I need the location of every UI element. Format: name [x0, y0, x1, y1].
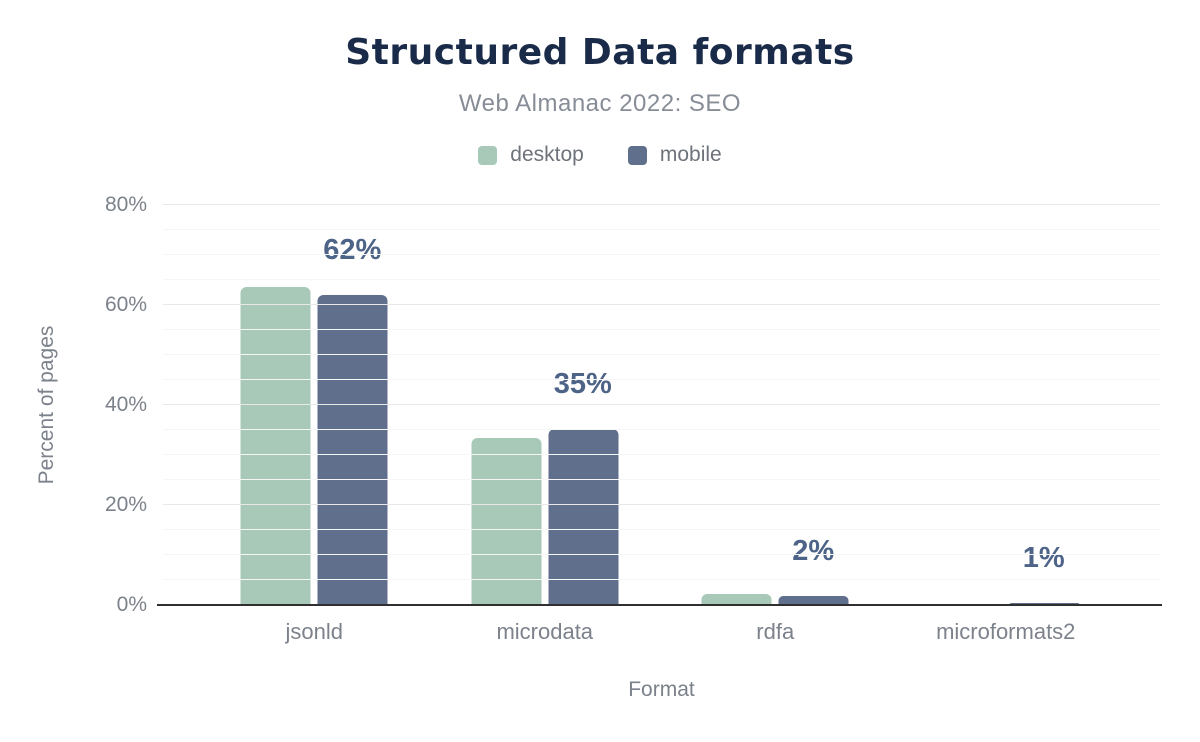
- bar-mobile-rdfa[interactable]: [778, 595, 849, 605]
- bar-group-microdata: [471, 428, 619, 605]
- bar-desktop-jsonld[interactable]: [240, 287, 311, 605]
- legend-item-desktop[interactable]: desktop: [478, 143, 584, 167]
- mobile-swatch-icon: [627, 145, 647, 165]
- gridline-major: [163, 304, 1160, 305]
- value-label-jsonld: 62%: [323, 234, 382, 266]
- plot-area: 62% jsonld 35% microdata 2% rdfa 1% microformat…: [105, 193, 1162, 644]
- y-tick-label: 80%: [104, 193, 147, 216]
- legend: desktop mobile: [0, 143, 1200, 167]
- value-label-microdata: 35%: [553, 367, 612, 400]
- legend-item-mobile[interactable]: mobile: [627, 143, 722, 167]
- gridline-minor: [163, 354, 1160, 355]
- gridline-major: [163, 504, 1160, 505]
- x-tick-jsonld: jsonld: [285, 619, 343, 644]
- gridline-minor: [163, 454, 1160, 455]
- bar-group-rdfa: [701, 593, 849, 605]
- gridline-minor: [163, 529, 1160, 530]
- y-tick-label: 20%: [104, 493, 147, 516]
- chart-title: Structured Data formats: [345, 32, 855, 73]
- gridline-minor: [163, 254, 1160, 255]
- legend-label-desktop: desktop: [510, 143, 584, 166]
- bar-desktop-microdata[interactable]: [471, 438, 542, 605]
- value-label-rdfa: 2%: [792, 534, 835, 567]
- gridline-minor: [163, 554, 1160, 555]
- y-tick-label: 60%: [104, 293, 147, 316]
- bar-mobile-microdata[interactable]: [548, 428, 619, 605]
- gridline-major: [163, 204, 1160, 205]
- category-band-microformats2: 1% microformats2: [891, 205, 1122, 644]
- value-label-microformats2: 1%: [1022, 541, 1065, 574]
- gridline-minor: [163, 229, 1160, 230]
- bar-desktop-rdfa[interactable]: [701, 593, 772, 605]
- x-tick-microdata: microdata: [496, 619, 594, 644]
- desktop-swatch-icon: [478, 145, 498, 165]
- x-axis-title: Format: [628, 678, 695, 701]
- x-tick-microformats2: microformats2: [936, 619, 1076, 644]
- gridline-minor: [163, 579, 1160, 580]
- gridline-minor: [163, 379, 1160, 380]
- bar-group-jsonld: [240, 287, 388, 605]
- bar-bands: 62% jsonld 35% microdata 2% rdfa 1% microformat…: [199, 205, 1122, 644]
- y-tick-label: 0%: [116, 593, 147, 616]
- category-band-microdata: 35% microdata: [430, 205, 661, 644]
- gridline-minor: [163, 479, 1160, 480]
- gridline-minor: [163, 429, 1160, 430]
- bar-mobile-microformats2[interactable]: [1009, 602, 1080, 605]
- chart-subtitle: Web Almanac 2022: SEO: [458, 90, 742, 117]
- x-tick-rdfa: rdfa: [756, 619, 795, 644]
- gridline-major: [163, 404, 1160, 405]
- gridline-minor: [163, 329, 1160, 330]
- bar-mobile-jsonld[interactable]: [317, 295, 388, 605]
- category-band-jsonld: 62% jsonld: [199, 205, 430, 644]
- category-band-rdfa: 2% rdfa: [660, 205, 891, 644]
- gridline-minor: [163, 279, 1160, 280]
- y-tick-label: 40%: [104, 393, 147, 416]
- legend-label-mobile: mobile: [659, 143, 722, 166]
- x-axis-line: [157, 604, 1162, 606]
